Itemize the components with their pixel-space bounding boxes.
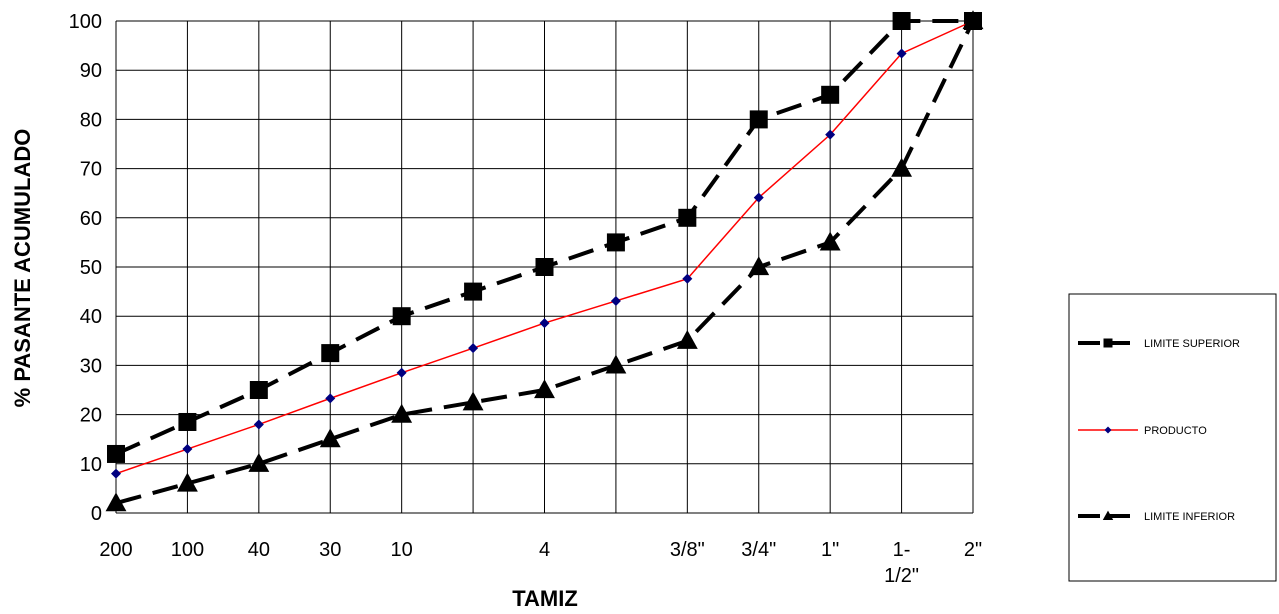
data-point [176,472,198,492]
legend-label: LIMITE INFERIOR [1144,511,1235,523]
legend-marker [1102,510,1114,521]
y-tick-label: 50 [80,257,102,279]
y-tick-label: 60 [80,208,102,230]
x-tick-label: 1-1/2" [884,539,919,587]
x-tick-label: 200 [99,539,132,561]
data-point [325,393,336,404]
series-limite-superior [107,12,982,463]
x-axis-title: TAMIZ [512,586,578,611]
x-tick-label: 4 [539,539,550,561]
x-tick-label: 30 [319,539,341,561]
y-tick-label: 100 [69,11,102,33]
data-point [321,344,340,363]
data-point [319,428,341,448]
legend-item: LIMITE INFERIOR [1078,510,1235,523]
y-axis-ticks: 0 10 20 30 40 50 60 70 80 90 100 [69,11,102,525]
data-point [539,318,550,329]
x-tick-label: 10 [391,539,413,561]
data-point [253,419,264,430]
legend-items: LIMITE SUPERIOR PRODUCTO LIMITE INFERIOR [1078,338,1240,523]
y-tick-label: 70 [80,159,102,181]
y-tick-label: 10 [80,454,102,476]
x-tick-label: 40 [248,539,270,561]
data-point [396,367,407,378]
legend-label: PRODUCTO [1144,425,1207,437]
data-point [248,453,270,472]
data-point [892,12,911,30]
data-point [749,110,768,129]
data-point [534,379,555,399]
data-point [819,231,841,251]
series-layer [105,10,984,512]
legend-item: PRODUCTO [1078,425,1207,437]
legend-marker [1103,338,1113,348]
x-tick-label: 1" [821,539,839,561]
legend-marker [1104,426,1112,434]
data-point [896,48,907,59]
data-point [107,444,125,463]
data-point [606,233,625,252]
x-tick-label: 100 [171,539,204,561]
data-point [753,192,764,203]
data-point [182,444,193,455]
x-tick-label: 3/8" [670,539,705,561]
data-point [821,85,840,104]
data-point [462,391,484,411]
data-point [610,295,621,306]
y-tick-label: 90 [80,60,102,82]
y-tick-label: 80 [80,109,102,131]
legend-label: LIMITE SUPERIOR [1144,338,1240,350]
data-point [111,468,121,479]
data-point [392,307,411,326]
y-tick-label: 30 [80,355,102,377]
series-limite-inferior [105,10,984,512]
data-point [605,354,627,374]
data-point [391,403,413,423]
data-point [249,381,268,399]
y-tick-label: 0 [91,503,102,525]
x-axis-ticks: 200 100 40 30 10 4 3/8" 3/4" 1" 1-1/2" 2" [99,539,982,587]
data-point [891,157,913,177]
data-point [678,208,697,227]
data-point [962,10,984,30]
x-tick-label: 2" [964,539,982,561]
data-point [825,129,836,140]
data-point [748,256,770,276]
data-point [535,258,554,276]
legend-item: LIMITE SUPERIOR [1078,338,1240,350]
data-point [468,343,479,354]
data-point [676,330,698,349]
data-point [682,273,693,284]
y-axis-title: % PASANTE ACUMULADO [10,129,35,408]
y-tick-label: 40 [80,306,102,328]
y-tick-label: 20 [80,405,102,427]
data-point [105,492,127,512]
data-point [178,412,197,431]
x-tick-label: 3/4" [741,539,776,561]
data-point [464,282,483,301]
legend: LIMITE SUPERIOR PRODUCTO LIMITE INFERIOR [1068,293,1277,582]
